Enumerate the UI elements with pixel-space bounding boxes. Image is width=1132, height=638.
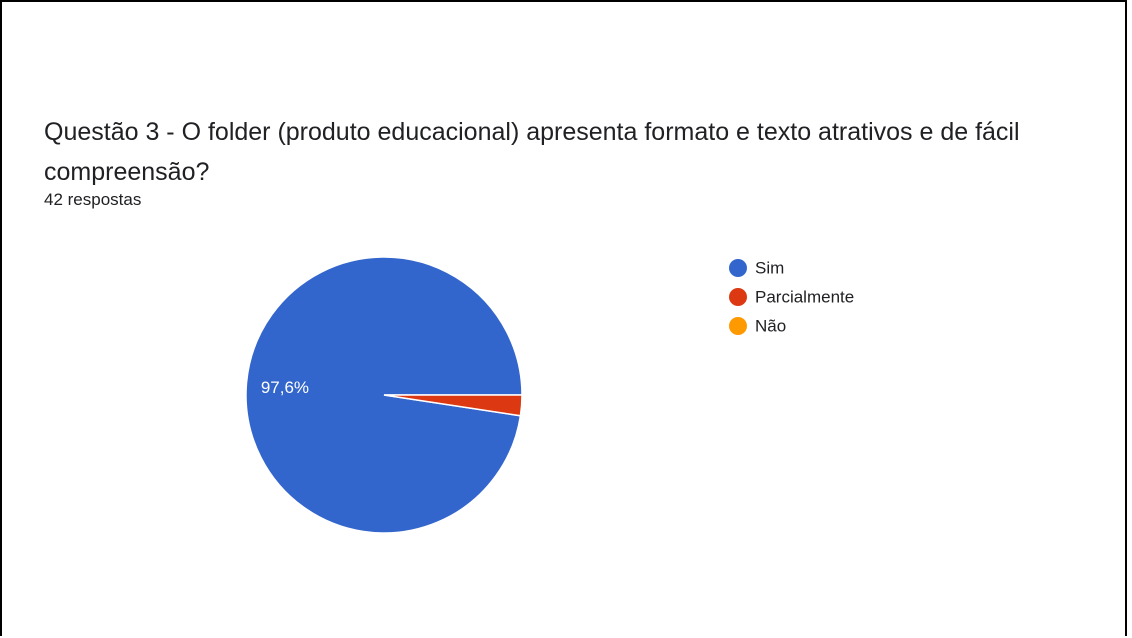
response-count: 42 respostas: [44, 190, 142, 209]
pie-data-labels: 97,6%: [261, 378, 309, 397]
data-label-sim: 97,6%: [261, 378, 309, 397]
legend-marker-não: [729, 317, 747, 335]
legend-marker-sim: [729, 259, 747, 277]
legend-marker-parcialmente: [729, 288, 747, 306]
legend-label-sim: Sim: [755, 259, 784, 278]
legend-label-não: Não: [755, 317, 786, 336]
pie-slice-parcialmente: [383, 394, 523, 417]
chart-legend: Sim Parcialmente Não: [729, 259, 854, 336]
legend-label-parcialmente: Parcialmente: [755, 288, 854, 307]
pie-slices: [245, 256, 523, 534]
question-title: Questão 3 - O folder (produto educaciona…: [44, 118, 1020, 186]
